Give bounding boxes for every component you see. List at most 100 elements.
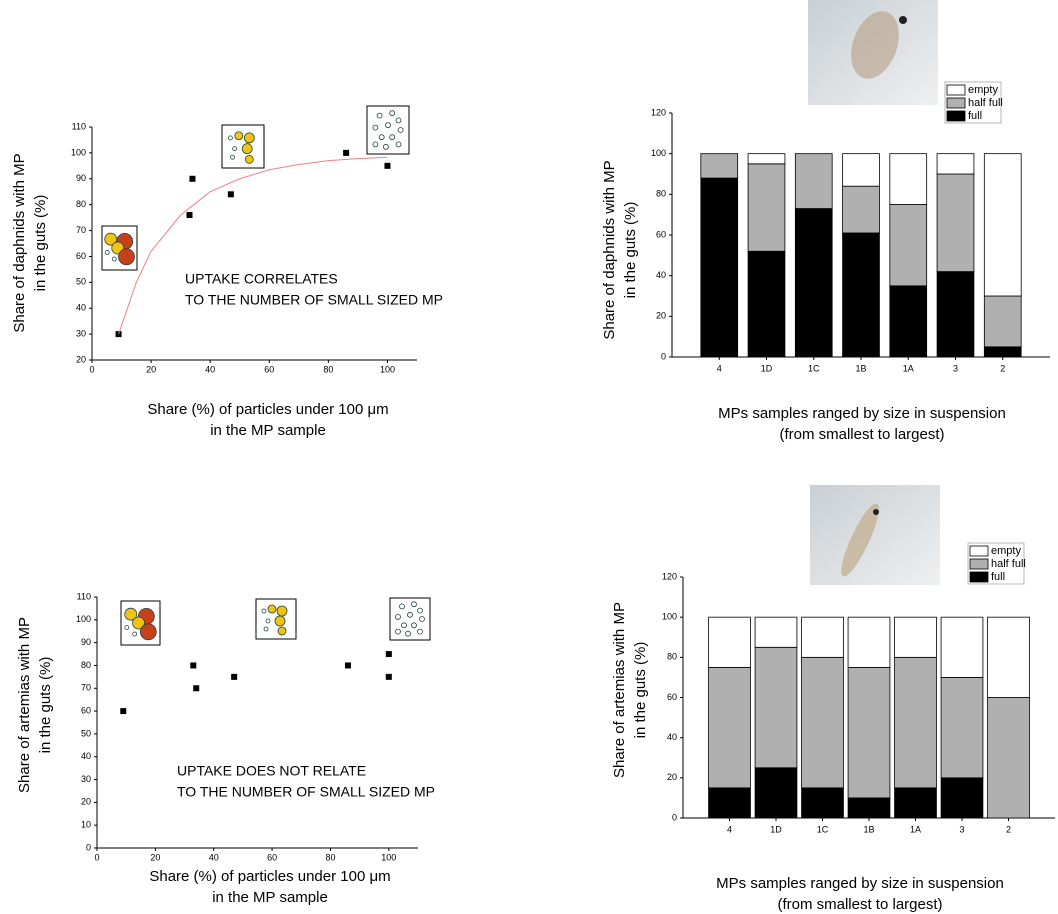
icon-particle [104, 249, 110, 255]
x-tick-label: 1D [761, 363, 773, 373]
icon-particle [405, 630, 411, 637]
bar-segment [889, 285, 928, 358]
icon-particle [227, 135, 233, 141]
y-tick-label: 20 [656, 311, 666, 321]
bar-segment [940, 677, 984, 779]
bar-segment [801, 787, 844, 819]
y-tick-label: 40 [667, 732, 677, 742]
icon-particle [263, 626, 269, 632]
icon-particle [372, 124, 379, 131]
bar-segment [847, 666, 891, 799]
y-tick-label: 50 [76, 277, 86, 287]
x-tick-label: 1B [855, 363, 866, 373]
icon-particle [395, 614, 401, 620]
y-tick-label: 110 [72, 121, 86, 131]
y-axis-title: Share of daphnids with MP [601, 160, 618, 339]
icon-particle [376, 112, 383, 119]
x-tick-label: 60 [264, 364, 274, 374]
icon-particle [411, 601, 417, 608]
legend-swatch [969, 545, 989, 557]
annotation: UPTAKE CORRELATES [185, 271, 338, 287]
x-tick-label: 2 [1000, 363, 1005, 373]
point [384, 162, 391, 169]
y-tick-label: 80 [656, 189, 666, 199]
bar-segment [794, 153, 833, 209]
x-axis-title: (from smallest to largest) [777, 896, 942, 913]
y-tick-label: 60 [76, 251, 86, 261]
y-tick-label: 10 [81, 820, 91, 830]
icon-particle [395, 117, 402, 124]
y-tick-label: 20 [667, 772, 677, 782]
y-tick-label: 80 [81, 660, 91, 670]
y-tick-label: 100 [651, 148, 666, 158]
legend-swatch [969, 571, 989, 583]
particle-icon [389, 597, 431, 641]
icon-particle [389, 134, 396, 141]
point [385, 651, 392, 658]
legend-swatch [946, 110, 966, 122]
point [193, 685, 200, 692]
bar-segment [842, 153, 880, 187]
bar-segment [754, 616, 798, 648]
y-tick-label: 0 [672, 812, 677, 822]
icon-particle [276, 605, 288, 617]
point [120, 708, 127, 715]
x-tick-label: 3 [959, 824, 964, 834]
icon-particle [274, 615, 286, 627]
bar-segment [708, 666, 751, 789]
legend-swatch [946, 97, 966, 109]
legend-label: empty [968, 84, 998, 96]
x-axis-title: Share (%) of particles under 100 μm [147, 401, 388, 418]
y-tick-label: 20 [76, 354, 86, 364]
x-tick-label: 1A [910, 824, 921, 834]
icon-particle [417, 628, 423, 635]
y-tick-label: 0 [661, 351, 666, 361]
y-tick-label: 0 [86, 842, 91, 852]
icon-particle [389, 110, 396, 117]
y-axis-title: Share of artemias with MP [16, 617, 33, 793]
icon-particle [395, 141, 402, 148]
bar-segment [983, 295, 1022, 348]
x-tick-label: 100 [381, 852, 396, 862]
particle-icon [120, 600, 161, 646]
legend-label: empty [991, 545, 1021, 557]
bar-segment [889, 204, 928, 287]
icon-particle [378, 134, 385, 141]
icon-particle [132, 631, 138, 637]
bar-segment [842, 185, 880, 234]
y-axis-title: Share of daphnids with MP [11, 153, 28, 332]
icon-particle [111, 256, 117, 262]
annotation: TO THE NUMBER OF SMALL SIZED MP [185, 292, 443, 308]
icon-particle [395, 628, 401, 635]
bar-segment [842, 232, 880, 358]
particle-icon [221, 124, 265, 169]
y-tick-label: 20 [81, 797, 91, 807]
y-tick-label: 70 [76, 225, 86, 235]
y-tick-label: 40 [656, 270, 666, 280]
bar-segment [754, 646, 798, 769]
bar-segment [940, 616, 984, 678]
icon-particle [244, 154, 254, 164]
legend-swatch [946, 84, 966, 96]
bar-segment [747, 163, 786, 252]
point [343, 149, 350, 156]
icon-particle [372, 141, 379, 148]
icon-particle [132, 616, 145, 630]
particle-icon [366, 105, 410, 155]
x-tick-label: 100 [380, 364, 395, 374]
bar-segment [847, 797, 891, 819]
icon-particle [261, 608, 267, 614]
y-axis-title: in the guts (%) [32, 195, 49, 292]
x-tick-label: 40 [205, 364, 215, 374]
bar-segment [987, 616, 1030, 698]
x-tick-label: 0 [89, 364, 94, 374]
legend-label: half full [991, 558, 1026, 570]
y-tick-label: 120 [651, 107, 666, 117]
icon-particle [417, 607, 423, 614]
bar-segment [700, 177, 739, 358]
icon-particle [385, 122, 391, 129]
x-tick-label: 80 [323, 364, 333, 374]
icon-particle [124, 607, 138, 621]
bar-segment [847, 616, 891, 668]
